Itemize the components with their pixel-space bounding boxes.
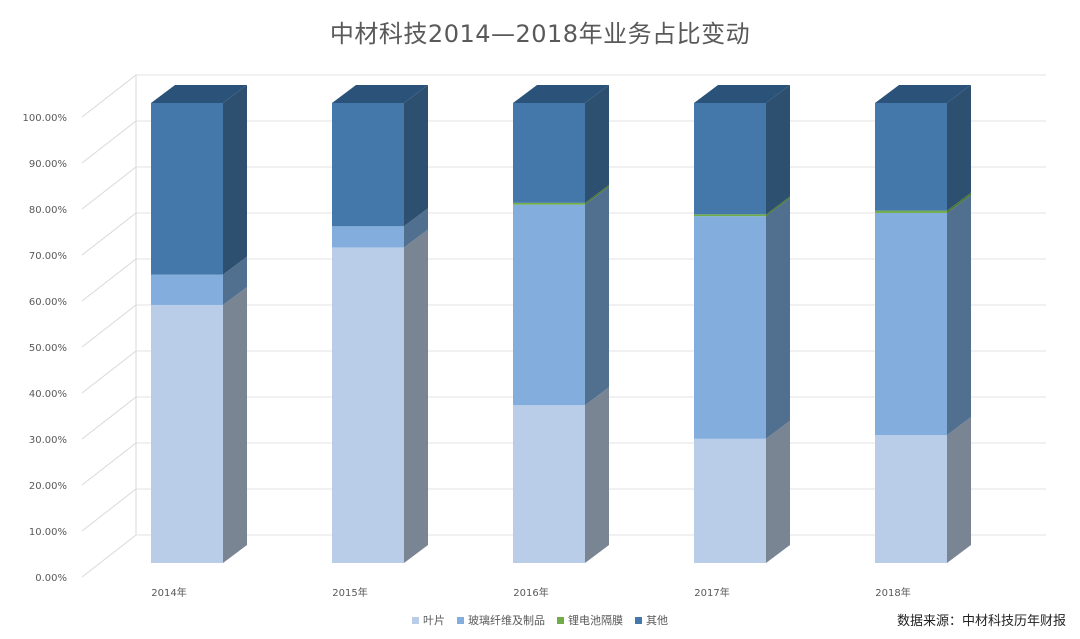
legend-label: 叶片: [423, 614, 445, 627]
y-tick-label: 10.00%: [29, 527, 67, 538]
bar-side: [404, 208, 428, 248]
bar-side: [766, 85, 790, 215]
bar-side: [585, 184, 609, 205]
gridline-wall: [81, 212, 137, 256]
bar-segment: [332, 103, 404, 227]
x-tick-label: 2016年: [513, 586, 548, 599]
bar-top: [694, 85, 790, 103]
bar-segment: [513, 405, 585, 563]
legend-label: 其他: [646, 614, 668, 627]
bar-segment: [694, 103, 766, 215]
bar-side: [947, 85, 971, 211]
bar-side: [223, 85, 247, 275]
gridline-wall: [81, 258, 137, 302]
bar-side: [404, 229, 428, 563]
bar-segment: [513, 204, 585, 406]
bar-top: [151, 85, 247, 103]
gridline-wall: [81, 442, 137, 486]
bar-side: [585, 387, 609, 563]
y-tick-label: 50.00%: [29, 343, 67, 354]
bar-top: [332, 85, 428, 103]
gridline-wall: [81, 166, 137, 210]
bar-segment: [151, 274, 223, 305]
bar-top: [513, 85, 609, 103]
y-tick-label: 40.00%: [29, 389, 67, 400]
bar-side: [223, 286, 247, 563]
gridline-wall: [81, 488, 137, 532]
bar-segment: [151, 103, 223, 275]
bar-segment: [332, 226, 404, 248]
y-tick-label: 100.00%: [23, 113, 68, 124]
y-tick-label: 80.00%: [29, 205, 67, 216]
x-tick-label: 2017年: [694, 586, 729, 599]
legend-item: 锂电池隔膜: [557, 612, 623, 628]
bar-segment: [694, 214, 766, 217]
legend-item: 玻璃纤维及制品: [457, 612, 545, 628]
bar-side: [947, 417, 971, 563]
bar-segment: [513, 202, 585, 205]
gridline-wall: [81, 396, 137, 440]
y-tick-label: 20.00%: [29, 481, 67, 492]
bar-segment: [513, 103, 585, 203]
bar-segment: [875, 103, 947, 211]
gridline-wall: [81, 74, 137, 118]
y-axis-labels: 0.00% 10.00% 20.00% 30.00% 40.00% 50.00% 60.00…: [23, 113, 68, 584]
x-axis-labels: 2014年 2015年 2016年 2017年 2018年: [151, 586, 910, 599]
bar-segment: [875, 212, 947, 436]
y-tick-label: 90.00%: [29, 159, 67, 170]
legend-swatch: [457, 616, 464, 624]
bar-segment: [332, 247, 404, 563]
y-tick-label: 60.00%: [29, 297, 67, 308]
legend-item: 其他: [635, 612, 668, 628]
legend: 叶片 玻璃纤维及制品 锂电池隔膜 其他: [0, 612, 1080, 628]
bar-side: [766, 198, 790, 439]
chart-title: 中材科技2014—2018年业务占比变动: [329, 20, 751, 48]
bar-side: [585, 186, 609, 406]
legend-swatch: [635, 616, 642, 624]
gridline-wall: [81, 304, 137, 348]
bar-segment: [875, 435, 947, 563]
bar-segment: [875, 210, 947, 213]
y-tick-label: 0.00%: [35, 573, 67, 584]
legend-swatch: [557, 616, 564, 624]
bar-side: [404, 85, 428, 227]
bar-side: [766, 196, 790, 217]
source-note: 数据来源：中材科技历年财报: [896, 614, 1066, 629]
x-tick-label: 2015年: [332, 586, 367, 599]
gridline-wall: [81, 120, 137, 164]
bar-top: [875, 85, 971, 103]
gridline-wall: [81, 534, 137, 578]
bar-side: [947, 192, 971, 213]
bar-segment: [151, 304, 223, 563]
legend-item: 叶片: [412, 612, 445, 628]
bar-segment: [694, 216, 766, 439]
bar-series: [151, 85, 971, 563]
bar-side: [947, 194, 971, 436]
y-tick-label: 70.00%: [29, 251, 67, 262]
bar-segment: [694, 438, 766, 563]
bar-side: [223, 256, 247, 305]
x-tick-label: 2018年: [875, 586, 910, 599]
legend-label: 锂电池隔膜: [568, 614, 623, 627]
legend-label: 玻璃纤维及制品: [468, 614, 545, 627]
bar-side: [585, 85, 609, 203]
legend-swatch: [412, 616, 419, 624]
x-tick-label: 2014年: [151, 586, 186, 599]
bar-side: [766, 420, 790, 563]
gridline-wall: [81, 350, 137, 394]
y-tick-label: 30.00%: [29, 435, 67, 446]
